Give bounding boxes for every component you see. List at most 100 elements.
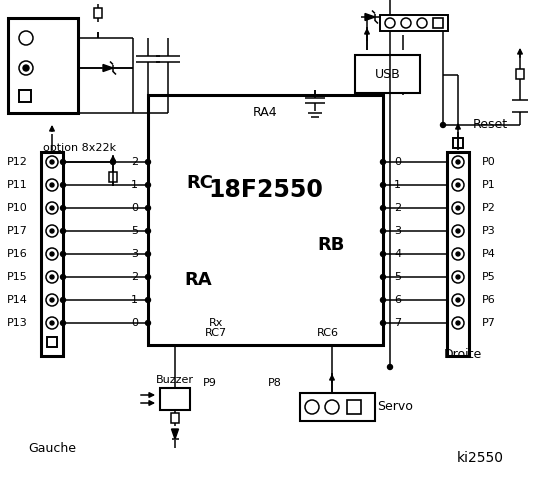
Circle shape: [145, 321, 150, 325]
Circle shape: [60, 321, 65, 325]
Text: 2: 2: [131, 272, 138, 282]
Text: 1: 1: [131, 295, 138, 305]
Circle shape: [456, 252, 460, 256]
Text: 5: 5: [131, 226, 138, 236]
Text: P4: P4: [482, 249, 496, 259]
Text: P2: P2: [482, 203, 496, 213]
Circle shape: [19, 61, 33, 75]
Circle shape: [452, 225, 464, 237]
Text: 1: 1: [394, 180, 401, 190]
Circle shape: [145, 205, 150, 211]
Circle shape: [50, 229, 54, 233]
Circle shape: [452, 248, 464, 260]
Text: P14: P14: [7, 295, 28, 305]
Circle shape: [452, 179, 464, 191]
Text: P9: P9: [203, 378, 217, 388]
Bar: [355, 55, 420, 93]
Text: Reset: Reset: [472, 119, 508, 132]
Circle shape: [145, 275, 150, 279]
Circle shape: [46, 248, 58, 260]
Text: RA: RA: [184, 271, 212, 289]
Bar: [41, 152, 63, 356]
Circle shape: [305, 400, 319, 414]
Bar: [347, 400, 361, 414]
Text: 3: 3: [131, 249, 138, 259]
Circle shape: [145, 298, 150, 302]
Bar: [19, 90, 31, 102]
Text: RC: RC: [186, 174, 213, 192]
Text: P1: P1: [482, 180, 495, 190]
Text: RB: RB: [317, 236, 345, 254]
Text: 2: 2: [131, 157, 138, 167]
Text: P10: P10: [7, 203, 28, 213]
Bar: [148, 95, 383, 345]
Text: P8: P8: [268, 378, 282, 388]
Text: USB: USB: [374, 68, 400, 81]
Text: P0: P0: [482, 157, 495, 167]
Circle shape: [452, 317, 464, 329]
Circle shape: [111, 159, 116, 165]
Circle shape: [46, 317, 58, 329]
Circle shape: [456, 160, 460, 164]
Circle shape: [452, 271, 464, 283]
Bar: [47, 337, 57, 347]
Text: Gauche: Gauche: [28, 442, 76, 455]
Circle shape: [19, 31, 33, 45]
Circle shape: [380, 159, 385, 165]
Circle shape: [456, 321, 460, 325]
Circle shape: [60, 228, 65, 233]
Text: 1: 1: [131, 180, 138, 190]
Circle shape: [417, 18, 427, 28]
Circle shape: [50, 183, 54, 187]
Bar: [8, 18, 78, 113]
Text: RC7: RC7: [205, 328, 227, 338]
Bar: [447, 152, 469, 356]
Circle shape: [145, 182, 150, 188]
Bar: [516, 69, 524, 79]
Polygon shape: [103, 64, 113, 72]
Text: 0: 0: [131, 318, 138, 328]
Circle shape: [145, 159, 150, 165]
Circle shape: [60, 275, 65, 279]
Text: P7: P7: [482, 318, 496, 328]
Circle shape: [50, 275, 54, 279]
Circle shape: [50, 298, 54, 302]
Circle shape: [46, 179, 58, 191]
Bar: [380, 15, 448, 31]
Text: RA4: RA4: [253, 107, 278, 120]
Text: P16: P16: [7, 249, 28, 259]
Text: RC6: RC6: [317, 328, 339, 338]
Text: P5: P5: [482, 272, 495, 282]
Text: 2: 2: [394, 203, 401, 213]
Circle shape: [452, 156, 464, 168]
Text: 6: 6: [394, 295, 401, 305]
Circle shape: [325, 400, 339, 414]
Text: P11: P11: [7, 180, 28, 190]
Circle shape: [380, 298, 385, 302]
Circle shape: [60, 252, 65, 256]
Text: P6: P6: [482, 295, 495, 305]
Circle shape: [60, 205, 65, 211]
Circle shape: [401, 18, 411, 28]
Text: option 8x22k: option 8x22k: [44, 143, 117, 153]
Circle shape: [380, 275, 385, 279]
Polygon shape: [365, 13, 375, 21]
Circle shape: [145, 228, 150, 233]
Circle shape: [456, 229, 460, 233]
Circle shape: [380, 182, 385, 188]
Circle shape: [456, 183, 460, 187]
Text: ki2550: ki2550: [456, 451, 503, 465]
Text: P12: P12: [7, 157, 28, 167]
Text: P15: P15: [7, 272, 28, 282]
Circle shape: [452, 202, 464, 214]
Circle shape: [46, 202, 58, 214]
Circle shape: [452, 294, 464, 306]
Text: 4: 4: [394, 249, 401, 259]
Circle shape: [380, 228, 385, 233]
Circle shape: [46, 294, 58, 306]
Text: 18F2550: 18F2550: [208, 178, 323, 202]
Circle shape: [46, 271, 58, 283]
Bar: [433, 18, 443, 28]
Circle shape: [46, 225, 58, 237]
Text: Servo: Servo: [377, 400, 413, 413]
